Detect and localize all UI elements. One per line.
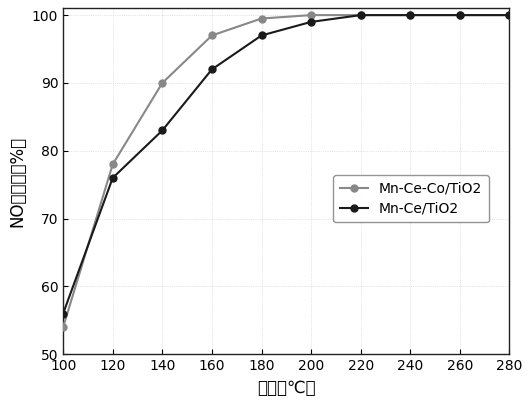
Mn-Ce-Co/TiO2 (457, 13, 463, 17)
Mn-Ce-Co/TiO2 (506, 13, 512, 17)
Line: Mn-Ce/TiO2: Mn-Ce/TiO2 (59, 12, 513, 317)
Mn-Ce-Co/TiO2 (258, 16, 264, 21)
Mn-Ce-Co/TiO2 (357, 13, 364, 17)
Mn-Ce-Co/TiO2 (109, 162, 116, 167)
Mn-Ce/TiO2 (258, 33, 264, 38)
Y-axis label: NO去除率（%）: NO去除率（%） (8, 136, 27, 227)
Mn-Ce/TiO2 (357, 13, 364, 17)
Mn-Ce/TiO2 (457, 13, 463, 17)
Mn-Ce/TiO2 (109, 175, 116, 180)
Mn-Ce-Co/TiO2 (407, 13, 414, 17)
Mn-Ce-Co/TiO2 (209, 33, 215, 38)
X-axis label: 温度（℃）: 温度（℃） (257, 379, 315, 396)
Mn-Ce-Co/TiO2 (60, 325, 66, 330)
Mn-Ce/TiO2 (60, 311, 66, 316)
Mn-Ce-Co/TiO2 (159, 81, 166, 85)
Mn-Ce/TiO2 (506, 13, 512, 17)
Line: Mn-Ce-Co/TiO2: Mn-Ce-Co/TiO2 (59, 12, 513, 330)
Mn-Ce-Co/TiO2 (308, 13, 314, 17)
Legend: Mn-Ce-Co/TiO2, Mn-Ce/TiO2: Mn-Ce-Co/TiO2, Mn-Ce/TiO2 (333, 175, 489, 222)
Mn-Ce/TiO2 (209, 67, 215, 72)
Mn-Ce/TiO2 (308, 19, 314, 24)
Mn-Ce/TiO2 (159, 128, 166, 133)
Mn-Ce/TiO2 (407, 13, 414, 17)
